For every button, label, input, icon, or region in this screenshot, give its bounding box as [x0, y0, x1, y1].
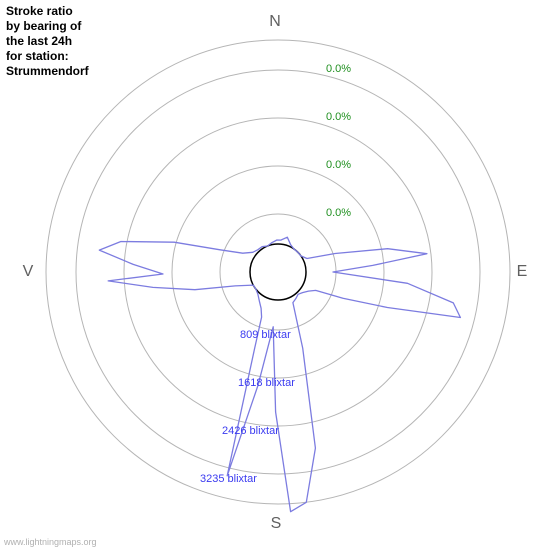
stroke-ratio-trace	[99, 237, 460, 512]
count-label: 2426 blixtar	[222, 425, 279, 437]
ring-label: 0.0%	[326, 207, 351, 219]
count-label: 809 blixtar	[240, 329, 291, 341]
polar-chart: 0.0% 0.0% 0.0% 0.0% 809 blixtar 1618 blixtar…	[0, 0, 550, 550]
count-label: 3235 blixtar	[200, 473, 257, 485]
source-label: www.lightningmaps.org	[4, 537, 97, 547]
cardinal-N: N	[269, 13, 281, 30]
ring-label: 0.0%	[326, 159, 351, 171]
cardinal-V: V	[23, 263, 34, 280]
count-label: 1618 blixtar	[238, 377, 295, 389]
ring-label: 0.0%	[326, 111, 351, 123]
ring-label: 0.0%	[326, 63, 351, 75]
cardinal-S: S	[271, 515, 282, 532]
cardinal-E: E	[517, 263, 528, 280]
